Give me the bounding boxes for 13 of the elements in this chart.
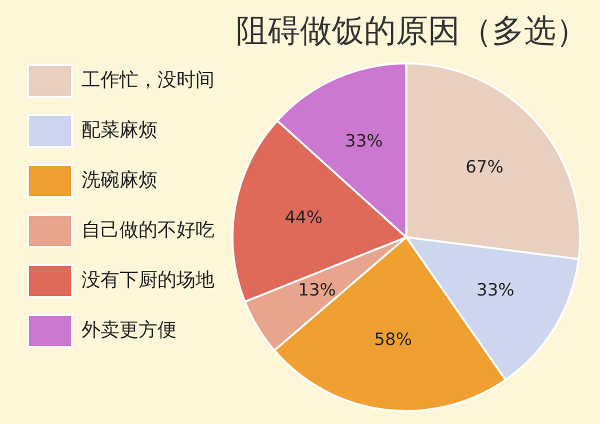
chart-title: 阻碍做饭的原因（多选）: [236, 12, 588, 50]
data-label: 44%: [284, 208, 323, 228]
legend-label: 外卖更方便: [82, 318, 176, 341]
data-label: 33%: [476, 280, 514, 301]
data-label: 67%: [466, 158, 504, 178]
data-label: 13%: [298, 280, 336, 301]
data-label: 58%: [374, 330, 412, 350]
legend-label: 洗碗麻烦: [82, 168, 158, 191]
legend-label: 工作忙，没时间: [82, 68, 214, 91]
legend-label: 没有下厨的场地: [82, 268, 214, 291]
legend-label: 配菜麻烦: [82, 118, 158, 141]
legend-label: 自己做的不好吃: [82, 218, 214, 241]
data-label: 33%: [345, 131, 383, 152]
